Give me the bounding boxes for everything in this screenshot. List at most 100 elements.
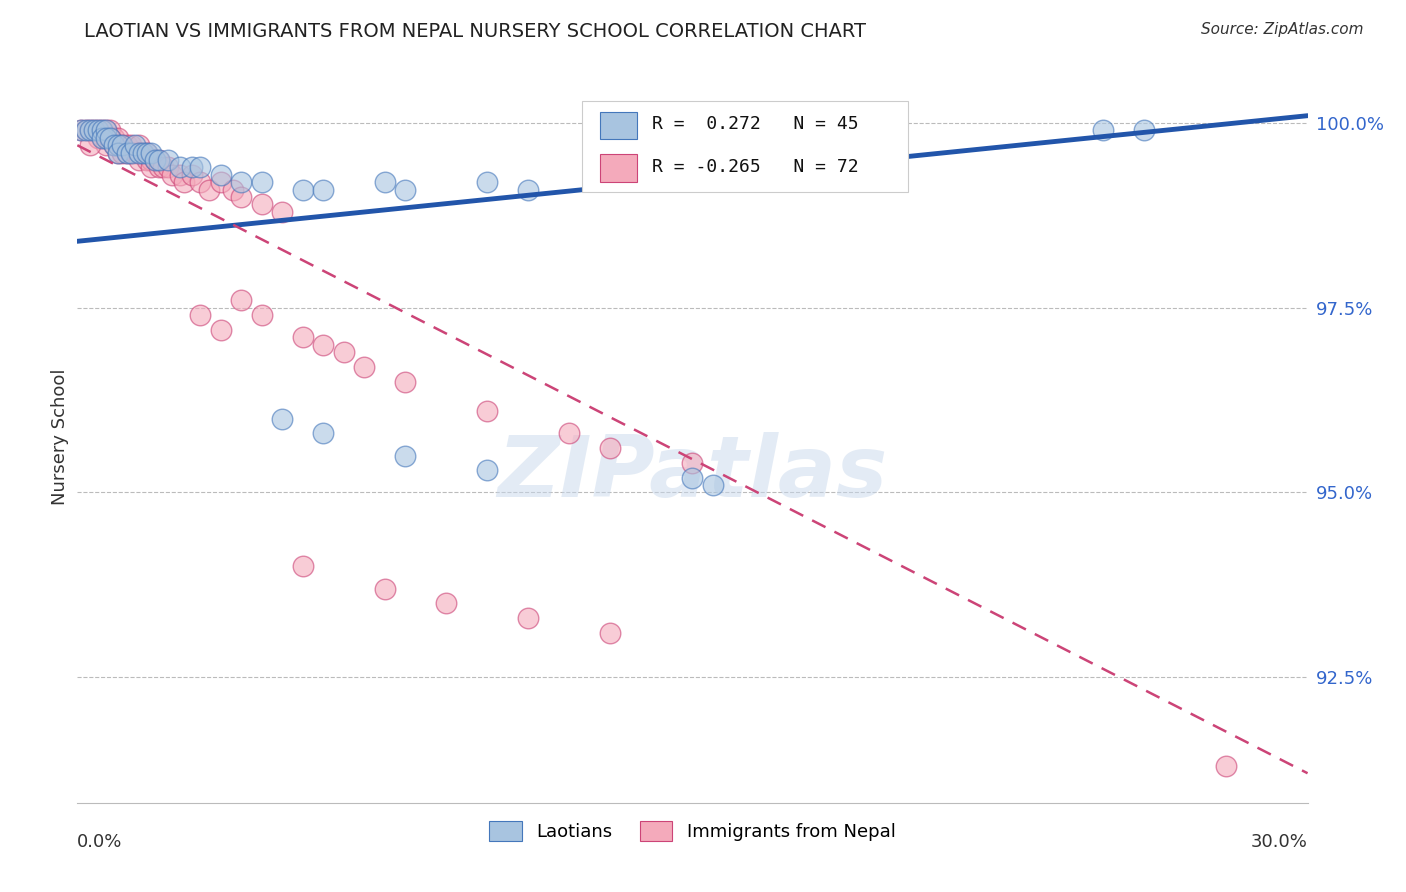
Point: [94, 123, 117, 137]
Point: [120, 138, 142, 153]
Text: 30.0%: 30.0%: [1251, 833, 1308, 851]
Point: [250, 308, 273, 322]
Point: [79, 123, 101, 137]
Point: [98, 131, 121, 145]
Point: [128, 145, 150, 160]
Point: [120, 145, 142, 160]
Point: [148, 161, 170, 175]
Point: [115, 145, 138, 160]
Point: [90, 123, 114, 137]
Point: [1091, 123, 1114, 137]
Point: [394, 449, 416, 463]
Point: [94, 123, 117, 137]
Point: [271, 204, 294, 219]
Point: [107, 131, 129, 145]
Text: ZIPatlas: ZIPatlas: [498, 432, 887, 516]
Legend: Laotians, Immigrants from Nepal: Laotians, Immigrants from Nepal: [482, 814, 903, 848]
Point: [136, 145, 159, 160]
Point: [682, 456, 704, 470]
Point: [394, 375, 416, 389]
Point: [702, 478, 724, 492]
Point: [124, 145, 146, 160]
Point: [124, 138, 146, 153]
Point: [152, 161, 174, 175]
Point: [250, 175, 273, 189]
Point: [156, 153, 179, 167]
Text: R = -0.265   N = 72: R = -0.265 N = 72: [652, 158, 859, 176]
Point: [222, 183, 245, 197]
Point: [107, 145, 129, 160]
Point: [209, 175, 232, 189]
Point: [103, 131, 125, 145]
Point: [169, 168, 191, 182]
Point: [291, 559, 314, 574]
Point: [291, 330, 314, 344]
Point: [231, 190, 253, 204]
Point: [111, 145, 134, 160]
Point: [291, 183, 314, 197]
Point: [107, 145, 129, 160]
Point: [599, 625, 621, 640]
Point: [312, 183, 335, 197]
FancyBboxPatch shape: [582, 101, 908, 192]
Point: [517, 183, 540, 197]
Point: [107, 138, 129, 153]
Point: [250, 197, 273, 211]
Point: [103, 138, 125, 153]
Point: [558, 426, 581, 441]
Point: [79, 138, 101, 153]
FancyBboxPatch shape: [600, 154, 637, 182]
Point: [87, 123, 110, 137]
Point: [312, 337, 335, 351]
Y-axis label: Nursery School: Nursery School: [51, 368, 69, 506]
Point: [477, 404, 499, 418]
Point: [374, 582, 396, 596]
Point: [1132, 123, 1154, 137]
Point: [141, 161, 163, 175]
Point: [148, 153, 170, 167]
Point: [132, 145, 155, 160]
Point: [70, 123, 93, 137]
Point: [115, 138, 138, 153]
Point: [517, 611, 540, 625]
Point: [271, 411, 294, 425]
Point: [436, 596, 458, 610]
Point: [141, 145, 163, 160]
Point: [181, 168, 204, 182]
Point: [98, 131, 121, 145]
Text: R =  0.272   N = 45: R = 0.272 N = 45: [652, 115, 859, 133]
Point: [103, 138, 125, 153]
Point: [87, 131, 110, 145]
Point: [173, 175, 195, 189]
Point: [599, 441, 621, 455]
Point: [312, 426, 335, 441]
Point: [143, 153, 166, 167]
Point: [79, 123, 101, 137]
Point: [188, 308, 212, 322]
Point: [188, 161, 212, 175]
Point: [197, 183, 219, 197]
Point: [148, 153, 170, 167]
Point: [83, 123, 105, 137]
Point: [477, 463, 499, 477]
Point: [353, 359, 375, 374]
Point: [111, 138, 134, 153]
Point: [477, 175, 499, 189]
Point: [136, 145, 159, 160]
Point: [143, 153, 166, 167]
Point: [333, 345, 356, 359]
Point: [136, 153, 159, 167]
Point: [120, 145, 142, 160]
Point: [181, 161, 204, 175]
Point: [94, 131, 117, 145]
Point: [115, 145, 138, 160]
Point: [209, 323, 232, 337]
Point: [75, 123, 97, 137]
Point: [682, 471, 704, 485]
Point: [394, 183, 416, 197]
Point: [90, 123, 114, 137]
Text: Source: ZipAtlas.com: Source: ZipAtlas.com: [1201, 22, 1364, 37]
Text: 0.0%: 0.0%: [77, 833, 122, 851]
Point: [128, 138, 150, 153]
Point: [231, 175, 253, 189]
